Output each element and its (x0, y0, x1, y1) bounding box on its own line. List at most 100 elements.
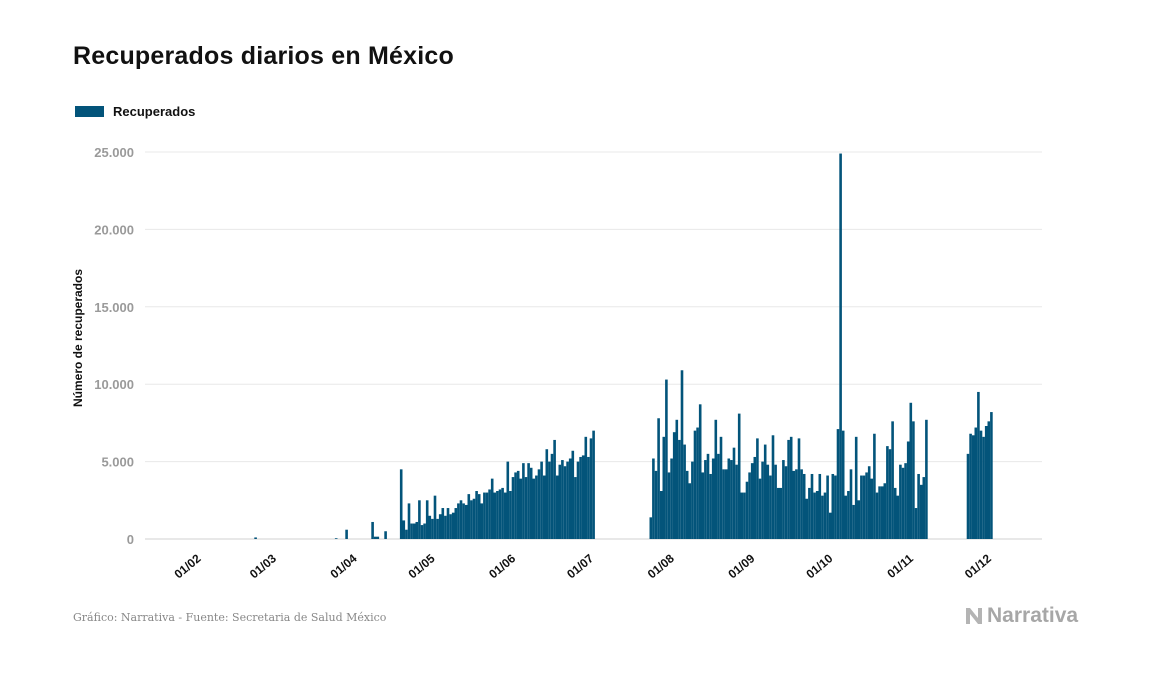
bar (982, 436, 985, 539)
bar (672, 432, 676, 539)
bar (865, 472, 868, 539)
bar (477, 494, 481, 539)
bar (402, 520, 406, 539)
bar (714, 419, 718, 539)
bar (849, 469, 853, 539)
bar (800, 469, 803, 539)
bar (722, 469, 725, 539)
x-tick-label: 01/06 (486, 551, 518, 581)
bar (584, 436, 588, 539)
bar (748, 472, 751, 539)
y-tick-label: 25.000 (94, 145, 134, 160)
bar (979, 430, 983, 539)
bar (449, 514, 452, 539)
bar (657, 418, 660, 539)
bar (901, 467, 905, 539)
legend: Recuperados (75, 104, 195, 119)
bar (867, 466, 871, 539)
bar (503, 492, 507, 539)
bar (589, 438, 593, 539)
bar (886, 446, 889, 539)
narrativa-logo: Narrativa (964, 604, 1078, 628)
bar (709, 473, 712, 539)
bar (727, 458, 731, 539)
bar (719, 436, 723, 539)
x-tick-label: 01/10 (803, 551, 835, 581)
bar (532, 478, 536, 539)
bar (511, 477, 515, 539)
bar (558, 464, 562, 539)
bar (854, 436, 858, 539)
x-tick-label: 01/08 (645, 551, 677, 581)
x-tick-label: 01/05 (406, 551, 438, 581)
bar (813, 492, 816, 539)
bar (652, 458, 655, 539)
bar (376, 536, 380, 539)
bar (444, 515, 447, 539)
bar (847, 491, 850, 539)
bar (769, 475, 772, 539)
y-tick-label: 15.000 (94, 300, 134, 315)
bar (659, 491, 663, 539)
bar (808, 487, 811, 539)
bar (753, 456, 757, 539)
bar (472, 498, 476, 539)
bar (815, 491, 819, 539)
bar (540, 461, 543, 539)
bar (423, 523, 426, 539)
bar (792, 470, 796, 539)
bar (514, 472, 517, 539)
bar (693, 430, 697, 539)
bar (467, 494, 471, 539)
bar (828, 512, 832, 539)
bar (399, 469, 403, 539)
bar (818, 473, 822, 539)
bar (893, 487, 897, 539)
bar (529, 467, 533, 539)
bar (735, 464, 738, 539)
bar (688, 483, 692, 539)
bar (883, 483, 887, 539)
bar (667, 472, 671, 539)
bar (771, 435, 775, 539)
bar (925, 419, 928, 539)
bar (457, 503, 460, 539)
bar (977, 391, 980, 539)
bar (548, 461, 551, 539)
bar (441, 508, 445, 539)
bar (574, 477, 577, 539)
bar (509, 491, 512, 539)
bar (345, 529, 348, 539)
bar (891, 421, 894, 539)
bar (810, 473, 814, 539)
bar (789, 436, 793, 539)
bar (873, 433, 876, 539)
bar (857, 500, 861, 539)
bar (917, 473, 920, 539)
bar (779, 487, 783, 539)
bar (766, 464, 770, 539)
x-tick-label: 01/03 (247, 551, 279, 581)
bar (516, 470, 520, 539)
bars (254, 153, 993, 540)
y-tick-labels: 0 5.000 10.000 15.000 20.000 25.000 (94, 145, 134, 547)
bar (776, 487, 780, 539)
x-tick-labels: 01/02 01/03 01/04 01/05 01/06 01/07 01/08 01/09… (172, 551, 995, 581)
bar (984, 426, 988, 539)
bar (862, 475, 866, 539)
bar (839, 153, 842, 540)
bar (542, 475, 546, 539)
bar (732, 447, 736, 539)
bar (571, 450, 575, 539)
y-tick-label: 0 (127, 532, 134, 547)
bar (683, 444, 686, 539)
narrativa-logo-icon (966, 608, 982, 624)
bar (756, 438, 759, 539)
bar (519, 478, 523, 539)
bar (561, 460, 564, 539)
bar (805, 498, 809, 539)
bar (464, 504, 468, 539)
bar (906, 441, 910, 539)
bar (670, 458, 673, 539)
bar (750, 463, 754, 539)
